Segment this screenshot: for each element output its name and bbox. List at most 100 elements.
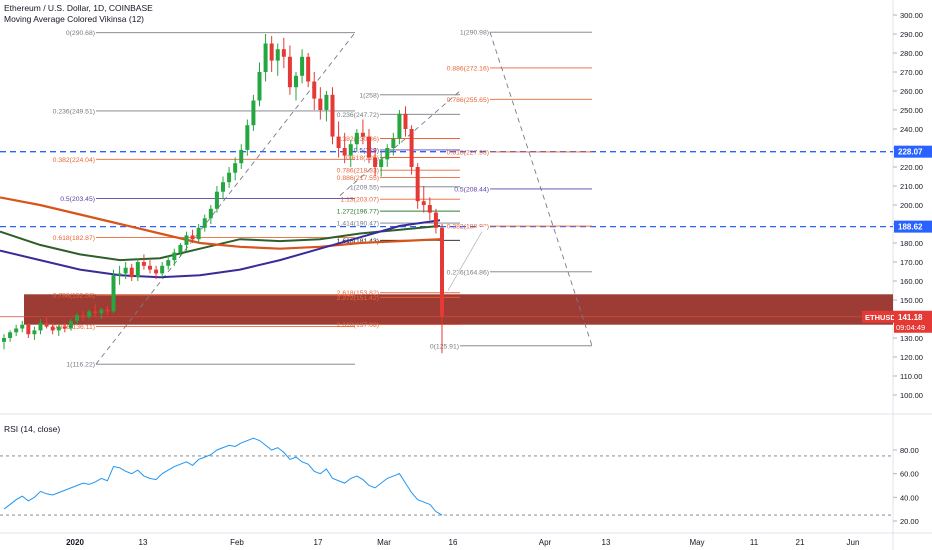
chart-title: Ethereum / U.S. Dollar, 1D, COINBASE [4,3,153,13]
fib-left-1-label: 1(116.22) [66,362,95,369]
fib-left-0886-label: 0.886(136.11) [53,324,95,331]
fib-right-0786-label: 0.786(255.65) [447,97,489,104]
rsi-tick-label: 20.00 [900,517,919,526]
candle-body [257,72,262,101]
badge-188-bg [894,220,932,233]
candle-body [184,235,189,245]
candle-body [251,100,256,126]
fib-right-0382-label: 0.382(188.93) [447,224,489,231]
fib-mid-0886-label: 0.886(217.55) [337,175,379,182]
candle-body [415,167,420,202]
fib-right-0886-label: 0.886(272.16) [447,65,489,72]
price-tick-label: 220.00 [900,163,923,172]
fib-right-0618-label: 0.618(227.93) [447,149,489,156]
candle-body [99,309,104,314]
time-label: Mar [377,538,391,547]
price-tick-label: 300.00 [900,11,923,20]
fib-left-0-label: 0(290.68) [66,30,95,37]
fib-mid-0618-label: 0.618(225) [346,155,379,162]
price-badge-bg [894,310,932,333]
projection-arrow-outline [447,231,483,291]
candle-body [342,148,347,156]
fib-mid-0786-label: 0.786(218.33) [337,168,379,175]
price-tick-label: 120.00 [900,353,923,362]
candle-body [433,212,438,228]
countdown-text: 09:04:49 [896,323,925,332]
fib-right-1-label: 1(290.98) [460,30,489,37]
candle-body [172,252,177,261]
candle-body [275,49,280,61]
candle-body [239,149,244,164]
candle-body [403,113,408,129]
candle-body [379,159,384,167]
symbol-badge-bg [862,310,894,323]
time-axis[interactable]: 2020 13 Feb 17 Mar 16 Apr 13 May 11 21 Jun [66,538,859,547]
time-label: Apr [539,538,552,547]
price-tick-label: 250.00 [900,106,923,115]
candle-body [87,311,92,318]
rsi-pane [3,437,443,516]
demand-zone [0,151,893,325]
candle-body [214,191,219,209]
candle-body [318,98,323,110]
price-tick-label: 200.00 [900,201,923,210]
candle-body [75,315,79,321]
candle-body [129,267,134,278]
fib-left-0618-label: 0.618(182.87) [53,235,95,242]
badge-228-text: 228.07 [898,148,923,157]
rsi-label: RSI (14, close) [4,424,61,434]
price-badge-text: 141.18 [898,313,923,322]
candle-body [287,56,292,88]
fib-mid-05-label: 0.5(229) [354,147,379,154]
candle-body [14,328,19,333]
fib-mid-2618a-label: 2.618(153.82) [337,290,379,297]
candle-body [263,43,268,72]
candle-body [269,43,274,61]
time-label: 17 [314,538,323,547]
fib-right-05-label: 0.5(208.44) [454,186,489,193]
price-tick-label: 100.00 [900,391,923,400]
fib-mid-1272-label: 1.272(196.77) [337,209,379,216]
price-tick-label: 290.00 [900,30,923,39]
fib-left-0382-label: 0.382(224.04) [53,157,95,164]
price-tick-label: 270.00 [900,68,923,77]
price-axis[interactable]: 310.00 300.00 290.00 280.00 270.00 260.00 250.… [893,0,923,526]
candle-body [190,235,195,240]
time-label: 11 [750,538,759,547]
badge-188-text: 188.62 [898,223,923,232]
time-label: 13 [602,538,611,547]
candle-body [427,205,432,213]
candle-body [20,324,25,329]
candle-body [336,136,341,148]
time-label: 2020 [66,538,84,547]
candle-body [160,265,165,274]
candle-body [81,315,86,318]
candle-body [32,330,37,335]
badge-228-bg [894,145,932,158]
price-tick-label: 160.00 [900,277,923,286]
candle-body [409,129,414,167]
candle-body [312,81,317,99]
candle-body [123,267,128,274]
price-tick-label: 170.00 [900,258,923,267]
price-tick-label: 150.00 [900,296,923,305]
candles[interactable] [2,34,444,354]
rsi-tick-label: 60.00 [900,470,919,479]
candle-body [367,136,371,158]
candle-body [440,227,444,318]
fib-right-0236-label: 0.236(164.86) [447,269,489,276]
candle-body [26,324,31,335]
projection-arrow-head [469,225,488,244]
candle-body [196,227,201,240]
candle-body [294,75,298,88]
candle-body [141,262,146,266]
demand-zone-rect [24,294,893,325]
fib-mid-1618-label: 1.618(181.43) [337,238,379,245]
ma-orange-line [0,196,441,250]
fib-left-0236-label: 0.236(249.51) [53,108,95,115]
candle-body [354,132,359,145]
candle-body [154,269,159,274]
